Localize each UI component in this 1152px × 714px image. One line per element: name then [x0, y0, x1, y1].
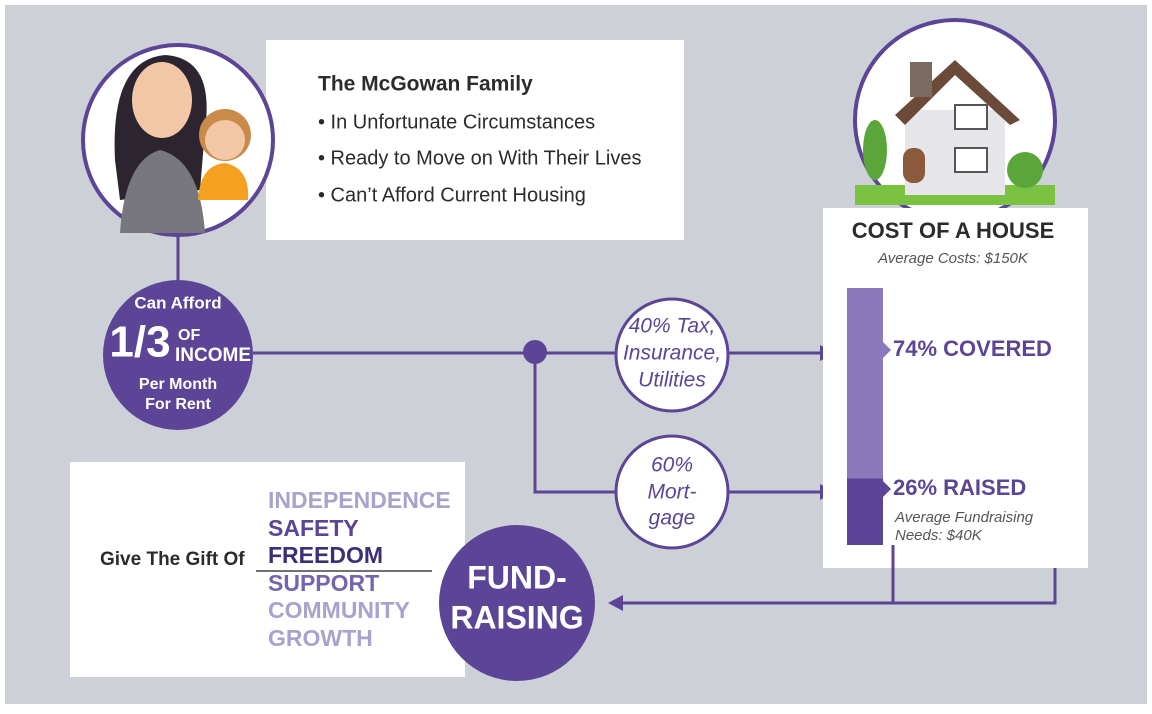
gift-lead: Give The Gift Of: [100, 549, 245, 570]
raised-note: Needs: $40K: [895, 527, 983, 544]
house-subtitle: Average Costs: $150K: [877, 250, 1029, 267]
page: The McGowan Family • In Unfortunate Circ…: [0, 0, 1152, 709]
afford-of: OF: [178, 327, 200, 344]
cost-text: Utilities: [638, 369, 706, 392]
family-point: • In Unfortunate Circumstances: [318, 111, 595, 133]
afford-top: Can Afford: [134, 293, 221, 312]
mortgage-text: gage: [649, 507, 696, 530]
afford-line: For Rent: [145, 396, 211, 413]
afford-line: Per Month: [139, 376, 217, 393]
fundraising-text: RAISING: [450, 599, 583, 635]
gift-word: SAFETY: [268, 515, 359, 541]
gift-word: INDEPENDENCE: [268, 487, 451, 513]
raised-note: Average Fundraising: [894, 509, 1034, 526]
family-title: The McGowan Family: [318, 73, 533, 96]
house-title: COST OF A HOUSE: [852, 218, 1055, 243]
cost-text: 40% Tax,: [629, 315, 716, 338]
fundraising-text: FUND-: [467, 559, 567, 595]
raised-label: 26% RAISED: [893, 475, 1026, 500]
afford-fraction: 1/3: [109, 318, 170, 367]
family-point: • Ready to Move on With Their Lives: [318, 147, 641, 169]
covered-label: 74% COVERED: [893, 336, 1052, 361]
junction: [523, 340, 547, 364]
family-card: [266, 40, 684, 240]
family-point: • Can’t Afford Current Housing: [318, 184, 586, 206]
raised-segment: [847, 478, 883, 545]
mortgage-text: 60%: [651, 454, 693, 477]
gift-word: COMMUNITY: [268, 597, 410, 623]
afford-income: INCOME: [175, 345, 251, 366]
mortgage-text: Mort-: [648, 481, 697, 504]
infographic: The McGowan Family • In Unfortunate Circ…: [0, 0, 1152, 709]
gift-word: GROWTH: [268, 625, 373, 651]
gift-word: FREEDOM: [268, 542, 383, 568]
cost-text: Insurance,: [623, 342, 721, 365]
gift-word: SUPPORT: [268, 570, 379, 596]
covered-segment: [847, 288, 883, 478]
